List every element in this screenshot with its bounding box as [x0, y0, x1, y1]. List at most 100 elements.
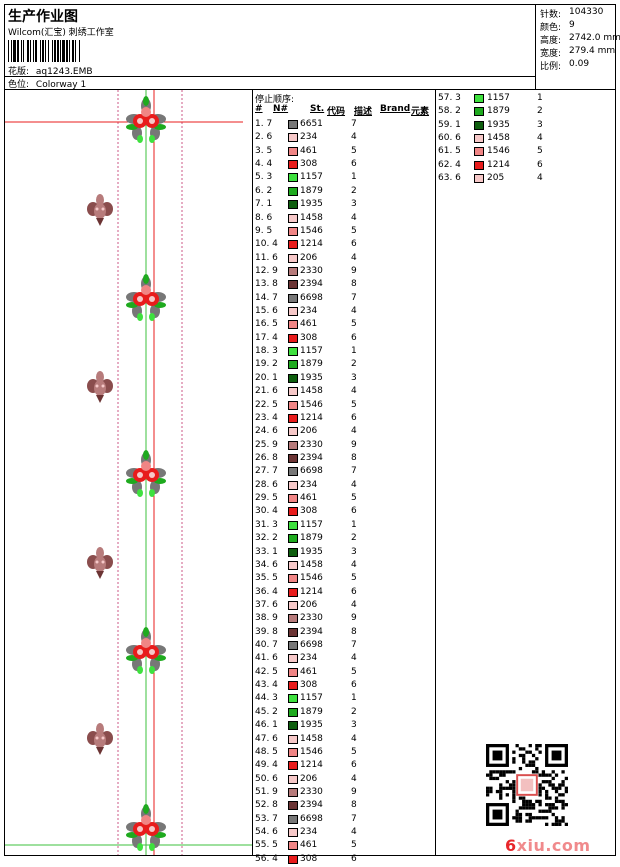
stop-index: 49. 4 [255, 760, 278, 771]
table-row: 48. 5 1546 5 [253, 747, 435, 760]
stop-index: 29. 5 [255, 493, 278, 504]
col-header-code: 代码 [327, 107, 346, 117]
col-header-desc: 描述 [354, 107, 373, 117]
stat-value: 279.4 mm [569, 46, 616, 56]
thread-desc: 6 [351, 239, 357, 250]
stop-index: 55. 5 [255, 840, 278, 851]
thread-desc: 2 [351, 185, 357, 196]
thread-desc: 8 [351, 800, 357, 811]
table-row: 14. 7 6698 7 [253, 293, 435, 306]
thread-desc: 8 [351, 626, 357, 637]
stop-index: 35. 5 [255, 573, 278, 584]
watermark-rest: xiu.com [516, 836, 591, 855]
stop-index: 40. 7 [255, 640, 278, 651]
stop-index: 62. 4 [438, 159, 461, 170]
thread-code: 461 [300, 319, 318, 330]
table-row: 63. 6 205 4 [436, 173, 615, 186]
thread-desc: 2 [537, 106, 543, 117]
thread-code: 6651 [300, 119, 323, 129]
stop-index: 20. 1 [255, 372, 278, 383]
table-row: 37. 6 206 4 [253, 600, 435, 613]
thread-code: 6698 [300, 292, 323, 303]
thread-code: 461 [300, 493, 318, 504]
thread-code: 308 [300, 853, 318, 864]
thread-code: 1546 [300, 746, 323, 757]
stop-index: 48. 5 [255, 746, 278, 757]
color-swatch [288, 854, 298, 864]
stat-colors: 颜色: 9 [540, 20, 575, 33]
color-swatch [288, 574, 298, 584]
design-stats: 针数: 104330 颜色: 9 高度: 2742.0 mm 宽度: 279.4 mm … [536, 5, 620, 90]
color-swatch [288, 667, 298, 677]
thread-desc: 7 [351, 813, 357, 824]
color-swatch [288, 373, 298, 383]
thread-desc: 4 [351, 426, 357, 437]
table-row: 13. 8 2394 8 [253, 279, 435, 292]
thread-code: 1546 [487, 146, 510, 157]
color-swatch [288, 721, 298, 731]
color-swatch [288, 707, 298, 717]
color-swatch [288, 186, 298, 196]
table-row: 7. 1 1935 3 [253, 199, 435, 212]
stop-index: 61. 5 [438, 146, 461, 157]
color-swatch [288, 213, 298, 223]
color-swatch [288, 828, 298, 838]
color-swatch [288, 747, 298, 757]
stop-index: 31. 3 [255, 519, 278, 530]
thread-desc: 7 [351, 466, 357, 477]
color-swatch [288, 788, 298, 797]
design-label: 花版: [8, 67, 30, 77]
stat-label: 宽度: [540, 49, 562, 59]
stop-index: 38. 9 [255, 613, 278, 624]
thread-code: 461 [300, 840, 318, 851]
qr-code-icon [486, 744, 568, 826]
design-field: 花版: aq1243.EMB [8, 64, 93, 77]
thread-code: 1879 [300, 706, 323, 717]
stop-index: 22. 5 [255, 399, 278, 410]
table-row: 31. 3 1157 1 [253, 520, 435, 533]
thread-desc: 4 [351, 132, 357, 143]
thread-code: 1879 [300, 359, 323, 370]
table-row: 26. 8 2394 8 [253, 453, 435, 466]
thread-code: 1157 [487, 93, 510, 103]
thread-desc: 1 [351, 172, 357, 183]
stat-label: 比例: [540, 62, 562, 72]
stop-index: 8. 6 [255, 212, 273, 223]
stop-index: 17. 4 [255, 332, 278, 343]
stop-index: 11. 6 [255, 252, 278, 263]
stop-index: 13. 8 [255, 279, 278, 290]
stat-value: 2742.0 mm [569, 33, 620, 43]
thread-code: 1214 [300, 586, 323, 597]
color-swatch [288, 160, 298, 170]
color-swatch [288, 253, 298, 263]
thread-code: 2394 [300, 279, 323, 290]
thread-code: 206 [300, 599, 318, 610]
color-swatch [474, 107, 484, 117]
stop-index: 26. 8 [255, 453, 278, 463]
stop-index: 39. 8 [255, 626, 278, 637]
thread-desc: 1 [537, 93, 543, 103]
table-row: 2. 6 234 4 [253, 132, 435, 145]
stop-index: 33. 1 [255, 546, 278, 557]
color-swatch [288, 266, 298, 276]
thread-code: 2394 [300, 453, 323, 463]
thread-desc: 6 [351, 159, 357, 170]
stop-index: 16. 5 [255, 319, 278, 330]
thread-desc: 1 [351, 519, 357, 530]
stop-index: 21. 6 [255, 386, 278, 397]
table-row: 47. 6 1458 4 [253, 734, 435, 747]
stop-index: 37. 6 [255, 599, 278, 610]
thread-desc: 4 [351, 559, 357, 570]
table-row: 18. 3 1157 1 [253, 346, 435, 359]
thread-desc: 2 [351, 706, 357, 717]
leaf-motif [87, 371, 113, 403]
table-row: 24. 6 206 4 [253, 426, 435, 439]
color-swatch [288, 387, 298, 397]
header-info: 生产作业图 Wilcom(汇宝) 刺绣工作室 花版: aq1243.EMB 色位… [5, 5, 536, 90]
stop-index: 14. 7 [255, 292, 278, 303]
table-row: 22. 5 1546 5 [253, 400, 435, 413]
thread-desc: 3 [351, 720, 357, 731]
thread-code: 2394 [300, 800, 323, 811]
table-row: 53. 7 6698 7 [253, 814, 435, 827]
color-swatch [288, 320, 298, 330]
